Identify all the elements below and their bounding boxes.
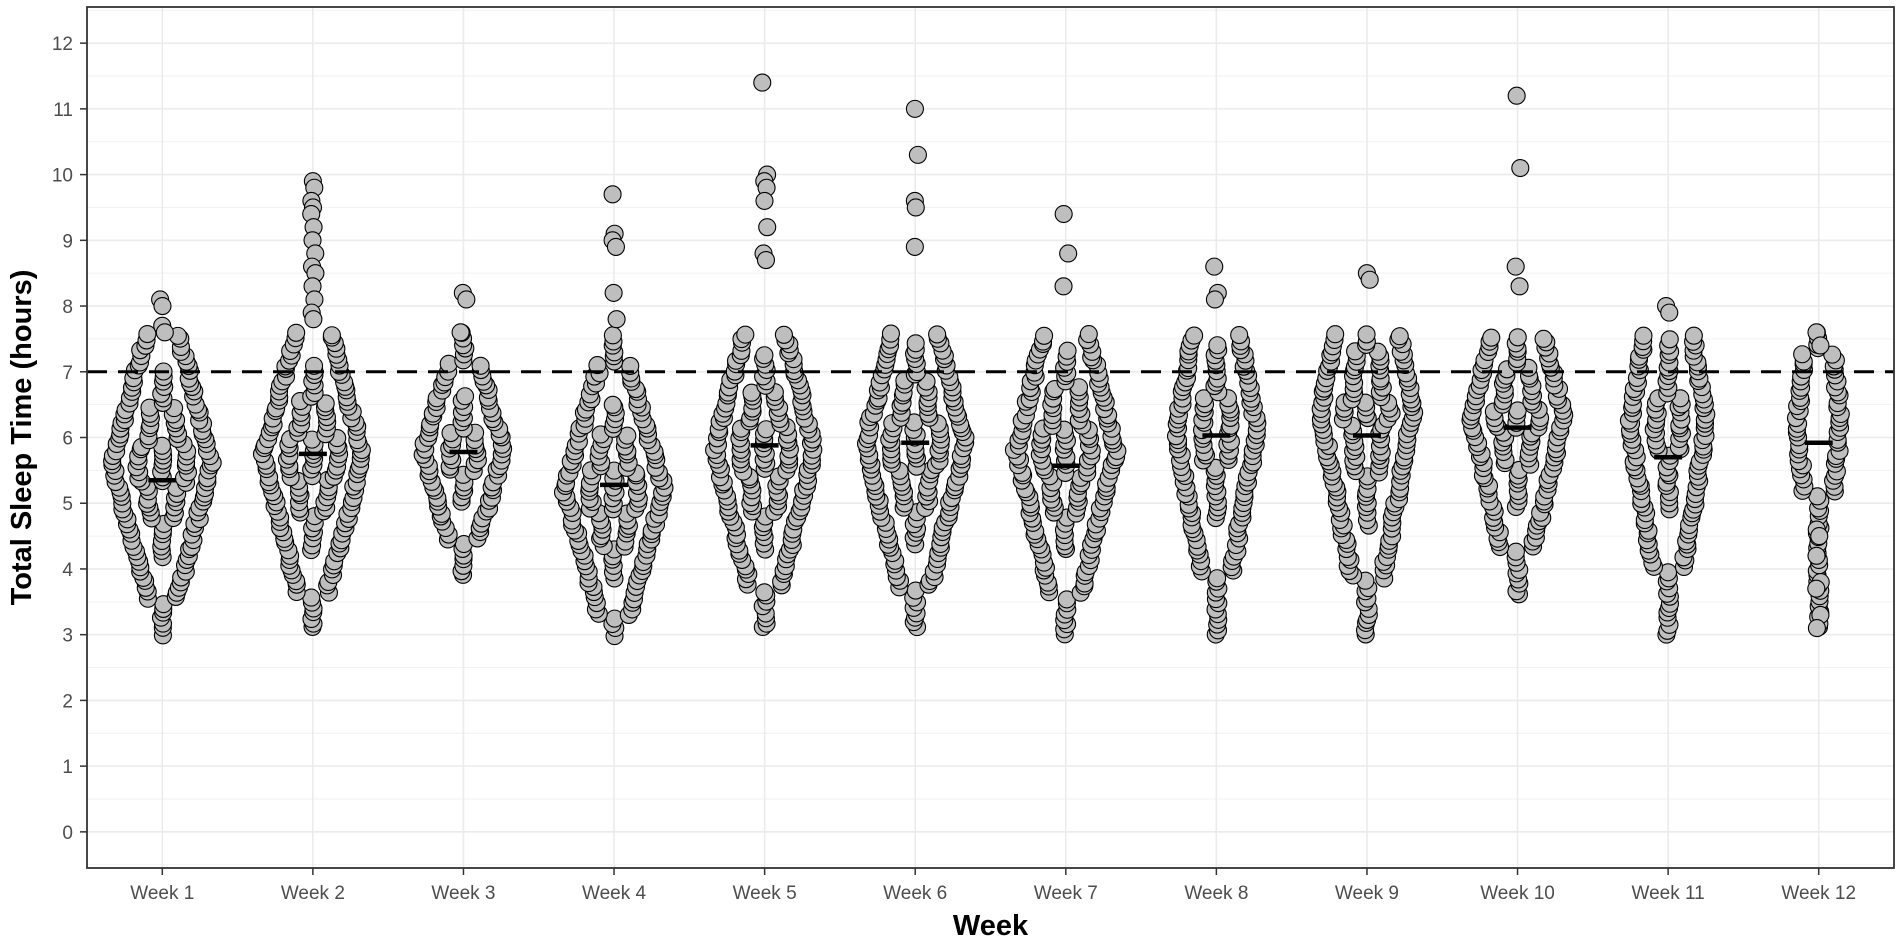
y-tick-label: 8 <box>62 297 73 318</box>
data-point <box>1079 325 1098 344</box>
data-point <box>455 387 475 406</box>
data-point <box>758 218 777 237</box>
data-point <box>1807 579 1826 598</box>
data-point <box>322 326 341 345</box>
x-tick-label: Week 11 <box>1632 883 1705 904</box>
data-point <box>603 326 622 345</box>
data-point <box>1634 326 1653 345</box>
data-point <box>1208 569 1227 588</box>
data-point <box>607 310 626 329</box>
data-point <box>1230 326 1249 345</box>
y-tick-label: 4 <box>62 560 73 581</box>
data-point <box>1811 336 1830 355</box>
data-point <box>606 237 625 256</box>
data-point <box>155 323 174 342</box>
data-point <box>1660 303 1679 322</box>
data-point <box>755 346 774 365</box>
data-point <box>1810 527 1829 546</box>
data-point <box>755 583 774 602</box>
x-axis-title: Week <box>953 910 1029 942</box>
data-point <box>905 237 924 256</box>
y-tick-label: 0 <box>62 823 73 844</box>
data-point <box>451 323 470 342</box>
data-point <box>756 250 776 270</box>
y-tick-label: 1 <box>62 757 73 778</box>
data-point <box>1035 326 1054 345</box>
data-point <box>1357 325 1376 344</box>
data-point <box>1185 326 1204 345</box>
data-point <box>603 395 622 414</box>
median-markers <box>148 425 1833 488</box>
y-tick-label: 2 <box>62 691 73 712</box>
x-tick-label: Week 3 <box>431 883 495 904</box>
data-point <box>604 283 623 302</box>
data-point <box>1059 244 1078 263</box>
data-point <box>1205 290 1224 309</box>
y-tick-label: 10 <box>52 166 73 187</box>
data-point <box>1660 330 1679 349</box>
data-point <box>881 324 900 343</box>
y-tick-label: 7 <box>62 363 73 384</box>
data-point <box>153 296 172 316</box>
x-tick-label: Week 6 <box>883 883 947 904</box>
data-point <box>1507 86 1526 105</box>
data-point <box>1511 158 1530 178</box>
data-point <box>1510 277 1529 296</box>
data-points <box>103 73 1850 646</box>
data-point <box>1482 328 1501 347</box>
y-tick-label: 3 <box>62 626 73 647</box>
data-point <box>1054 277 1073 296</box>
data-point <box>1534 329 1553 348</box>
y-tick-label: 12 <box>52 34 73 55</box>
x-tick-label: Week 10 <box>1480 883 1555 904</box>
data-point <box>1360 270 1379 289</box>
data-point <box>1807 619 1826 638</box>
data-point <box>755 191 774 210</box>
data-point <box>774 325 793 344</box>
data-point <box>1807 546 1826 565</box>
data-point <box>928 325 947 344</box>
data-point <box>905 99 924 118</box>
y-axis-title: Total Sleep Time (hours) <box>6 270 38 606</box>
data-point <box>1506 257 1525 276</box>
data-point <box>1508 328 1527 347</box>
data-point <box>906 198 925 217</box>
x-tick-label: Week 8 <box>1184 883 1248 904</box>
data-point <box>906 334 925 353</box>
data-point <box>1390 327 1409 346</box>
data-point <box>457 290 476 309</box>
data-point <box>1506 542 1525 561</box>
x-tick-label: Week 5 <box>733 883 797 904</box>
x-tick-label: Week 9 <box>1335 883 1399 904</box>
data-point <box>753 73 772 92</box>
x-tick-label: Week 1 <box>130 883 194 904</box>
data-point <box>1326 325 1345 344</box>
x-tick-label: Week 12 <box>1781 883 1856 904</box>
data-point <box>736 325 755 344</box>
data-point <box>304 310 323 329</box>
data-point <box>1205 257 1224 276</box>
data-point <box>1793 345 1812 364</box>
y-tick-label: 6 <box>62 429 73 450</box>
data-point <box>471 356 490 375</box>
y-tick-label: 5 <box>62 494 73 515</box>
data-point <box>304 356 324 375</box>
y-tick-label: 9 <box>62 231 73 252</box>
data-point <box>287 323 306 342</box>
y-tick-label: 11 <box>53 100 73 121</box>
x-tick-label: Week 2 <box>281 883 345 904</box>
data-point <box>1208 336 1227 355</box>
data-point <box>1054 204 1073 224</box>
data-point <box>138 325 157 344</box>
data-point <box>603 185 622 204</box>
data-point <box>1684 326 1703 345</box>
gridlines <box>87 7 1894 868</box>
data-point <box>908 145 927 164</box>
data-point <box>1058 341 1077 360</box>
x-tick-label: Week 7 <box>1034 883 1098 904</box>
x-tick-label: Week 4 <box>582 883 647 904</box>
